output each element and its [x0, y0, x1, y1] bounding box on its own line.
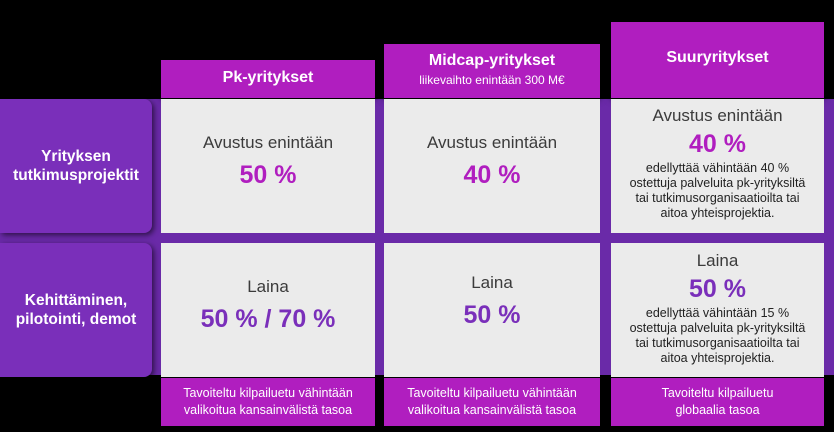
cell-label: Laina [247, 277, 289, 296]
cell-note-line: edellyttää vähintään 40 % [645, 161, 790, 175]
row-label-line: tutkimusprojektit [13, 167, 139, 184]
cell-note: edellyttää vähintään 40 % ostettuja palv… [611, 161, 824, 221]
row-label-line: pilotointi, demot [15, 311, 137, 328]
cell-note-line: ostettuja palveluita pk-yrityksiltä [629, 321, 806, 335]
cell-note-line: aitoa yhteisprojektia. [660, 351, 775, 365]
footer-line: Tavoiteltu kilpailuetu vähintään [407, 386, 577, 400]
cell-research-suur: Avustus enintään 40 % edellyttää vähintä… [611, 99, 824, 233]
column-title: Pk-yritykset [222, 69, 314, 86]
cell-value: 50 % [239, 161, 297, 189]
cell-value: 50 % [689, 275, 746, 303]
cell-label: Avustus enintään [426, 133, 558, 152]
column-title: Suuryritykset [666, 49, 769, 66]
row-label-development: Kehittäminen, pilotointi, demot [0, 243, 152, 377]
column-header-pk: Pk-yritykset [161, 60, 375, 98]
cell-research-midcap: Avustus enintään 40 % [384, 99, 600, 233]
column-header-suur: Suuryritykset [611, 22, 824, 98]
footer-midcap: Tavoiteltu kilpailuetu vähintään valikoi… [384, 378, 600, 426]
cell-value: 50 % / 70 % [200, 305, 336, 333]
cell-development-midcap: Laina 50 % [384, 243, 600, 377]
cell-note-line: tai tutkimusorganisaatioilta tai [635, 191, 800, 205]
footer-line: globaalia tasoa [675, 403, 760, 417]
column-title: Midcap-yritykset [428, 52, 556, 69]
column-subtitle: liikevaihto enintään 300 M€ [419, 73, 565, 87]
cell-development-suur: Laina 50 % edellyttää vähintään 15 % ost… [611, 243, 824, 377]
cell-value: 50 % [463, 301, 521, 329]
cell-label: Avustus enintään [652, 106, 783, 125]
row-label-research: Yrityksen tutkimusprojektit [0, 99, 152, 233]
cell-note-line: aitoa yhteisprojektia. [660, 206, 775, 220]
cell-note: edellyttää vähintään 15 % ostettuja palv… [611, 306, 824, 366]
cell-label: Laina [696, 251, 739, 270]
row-label-line: Kehittäminen, [24, 292, 128, 309]
column-header-midcap: Midcap-yritykset liikevaihto enintään 30… [384, 44, 600, 98]
cell-note-line: edellyttää vähintään 15 % [645, 306, 790, 320]
cell-note-line: tai tutkimusorganisaatioilta tai [635, 336, 800, 350]
footer-suur: Tavoiteltu kilpailuetu globaalia tasoa [611, 378, 824, 426]
footer-pk: Tavoiteltu kilpailuetu vähintään valikoi… [161, 378, 375, 426]
cell-development-pk: Laina 50 % / 70 % [161, 243, 375, 377]
footer-line: valikoitua kansainvälistä tasoa [407, 403, 577, 417]
footer-line: valikoitua kansainvälistä tasoa [183, 403, 353, 417]
footer-line: Tavoiteltu kilpailuetu vähintään [183, 386, 353, 400]
row-label-line: Yrityksen [41, 148, 111, 165]
cell-note-line: ostettuja palveluita pk-yrityksiltä [629, 176, 806, 190]
cell-value: 40 % [463, 161, 521, 189]
cell-label: Laina [471, 273, 513, 292]
footer-line: Tavoiteltu kilpailuetu [661, 386, 774, 400]
cell-research-pk: Avustus enintään 50 % [161, 99, 375, 233]
cell-label: Avustus enintään [202, 133, 334, 152]
cell-value: 40 % [689, 130, 746, 158]
